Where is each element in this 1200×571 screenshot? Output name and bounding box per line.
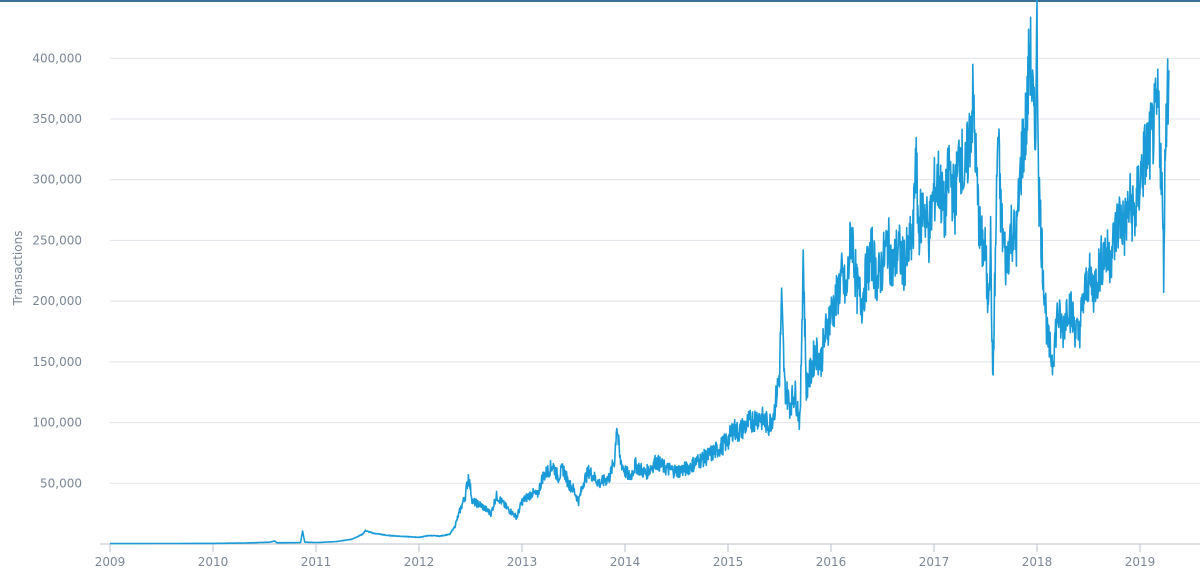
y-axis-tick-labels: 50,000 100,000 150,000 200,000 250,000 300,00… [32,51,82,490]
x-tick-label: 2013 [507,555,538,569]
x-tick-label: 2018 [1022,555,1053,569]
x-tick-label: 2014 [610,555,641,569]
x-tick-label: 2010 [198,555,229,569]
x-tick-label: 2012 [404,555,435,569]
x-tick-label: 2011 [301,555,332,569]
y-tick-label: 50,000 [40,476,82,490]
x-tick-label: 2017 [919,555,950,569]
x-axis [100,543,1200,552]
y-tick-label: 200,000 [32,294,82,308]
y-tick-label: 400,000 [32,51,82,65]
y-tick-label: 250,000 [32,233,82,247]
series-group [109,0,1170,545]
y-tick-label: 350,000 [32,112,82,126]
y-tick-label: 150,000 [32,355,82,369]
x-tick-label: 2015 [713,555,744,569]
x-tick-label: 2019 [1125,555,1156,569]
x-tick-label: 2016 [816,555,847,569]
y-tick-label: 300,000 [32,173,82,187]
y-tick-label: 100,000 [32,416,82,430]
y-axis-title: Transactions [11,231,25,307]
top-border [0,0,1200,2]
series-line [109,0,1170,545]
x-tick-label: 2009 [95,555,126,569]
x-axis-tick-labels: 2009 2010 2011 2012 2013 2014 2015 2016 2017 2018… [95,555,1156,569]
